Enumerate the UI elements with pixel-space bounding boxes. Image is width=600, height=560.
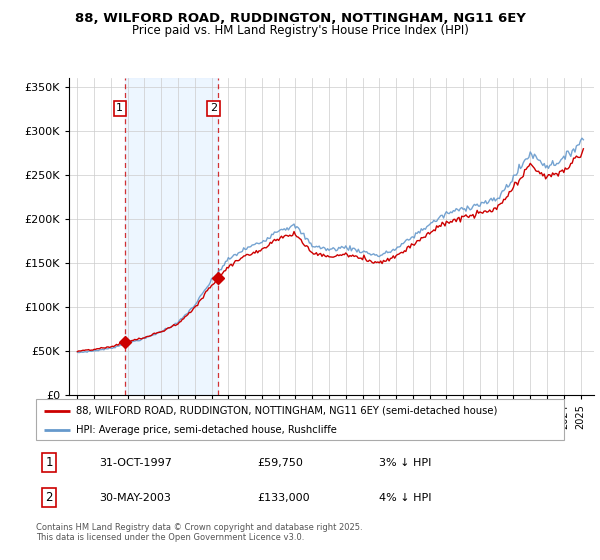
Text: 88, WILFORD ROAD, RUDDINGTON, NOTTINGHAM, NG11 6EY: 88, WILFORD ROAD, RUDDINGTON, NOTTINGHAM… (74, 12, 526, 25)
FancyBboxPatch shape (36, 399, 564, 440)
Text: 3% ↓ HPI: 3% ↓ HPI (379, 458, 431, 468)
Text: 88, WILFORD ROAD, RUDDINGTON, NOTTINGHAM, NG11 6EY (semi-detached house): 88, WILFORD ROAD, RUDDINGTON, NOTTINGHAM… (76, 405, 497, 416)
Text: 1: 1 (46, 456, 53, 469)
Text: Contains HM Land Registry data © Crown copyright and database right 2025.
This d: Contains HM Land Registry data © Crown c… (36, 523, 362, 543)
Text: 30-MAY-2003: 30-MAY-2003 (100, 493, 171, 503)
Text: HPI: Average price, semi-detached house, Rushcliffe: HPI: Average price, semi-detached house,… (76, 424, 337, 435)
Text: 1: 1 (116, 103, 124, 113)
Text: 2: 2 (210, 103, 217, 113)
Text: 4% ↓ HPI: 4% ↓ HPI (379, 493, 432, 503)
Text: Price paid vs. HM Land Registry's House Price Index (HPI): Price paid vs. HM Land Registry's House … (131, 24, 469, 37)
Text: 31-OCT-1997: 31-OCT-1997 (100, 458, 172, 468)
Bar (125, 78, 218, 395)
Text: £133,000: £133,000 (258, 493, 310, 503)
Text: £59,750: £59,750 (258, 458, 304, 468)
Text: 2: 2 (46, 491, 53, 505)
